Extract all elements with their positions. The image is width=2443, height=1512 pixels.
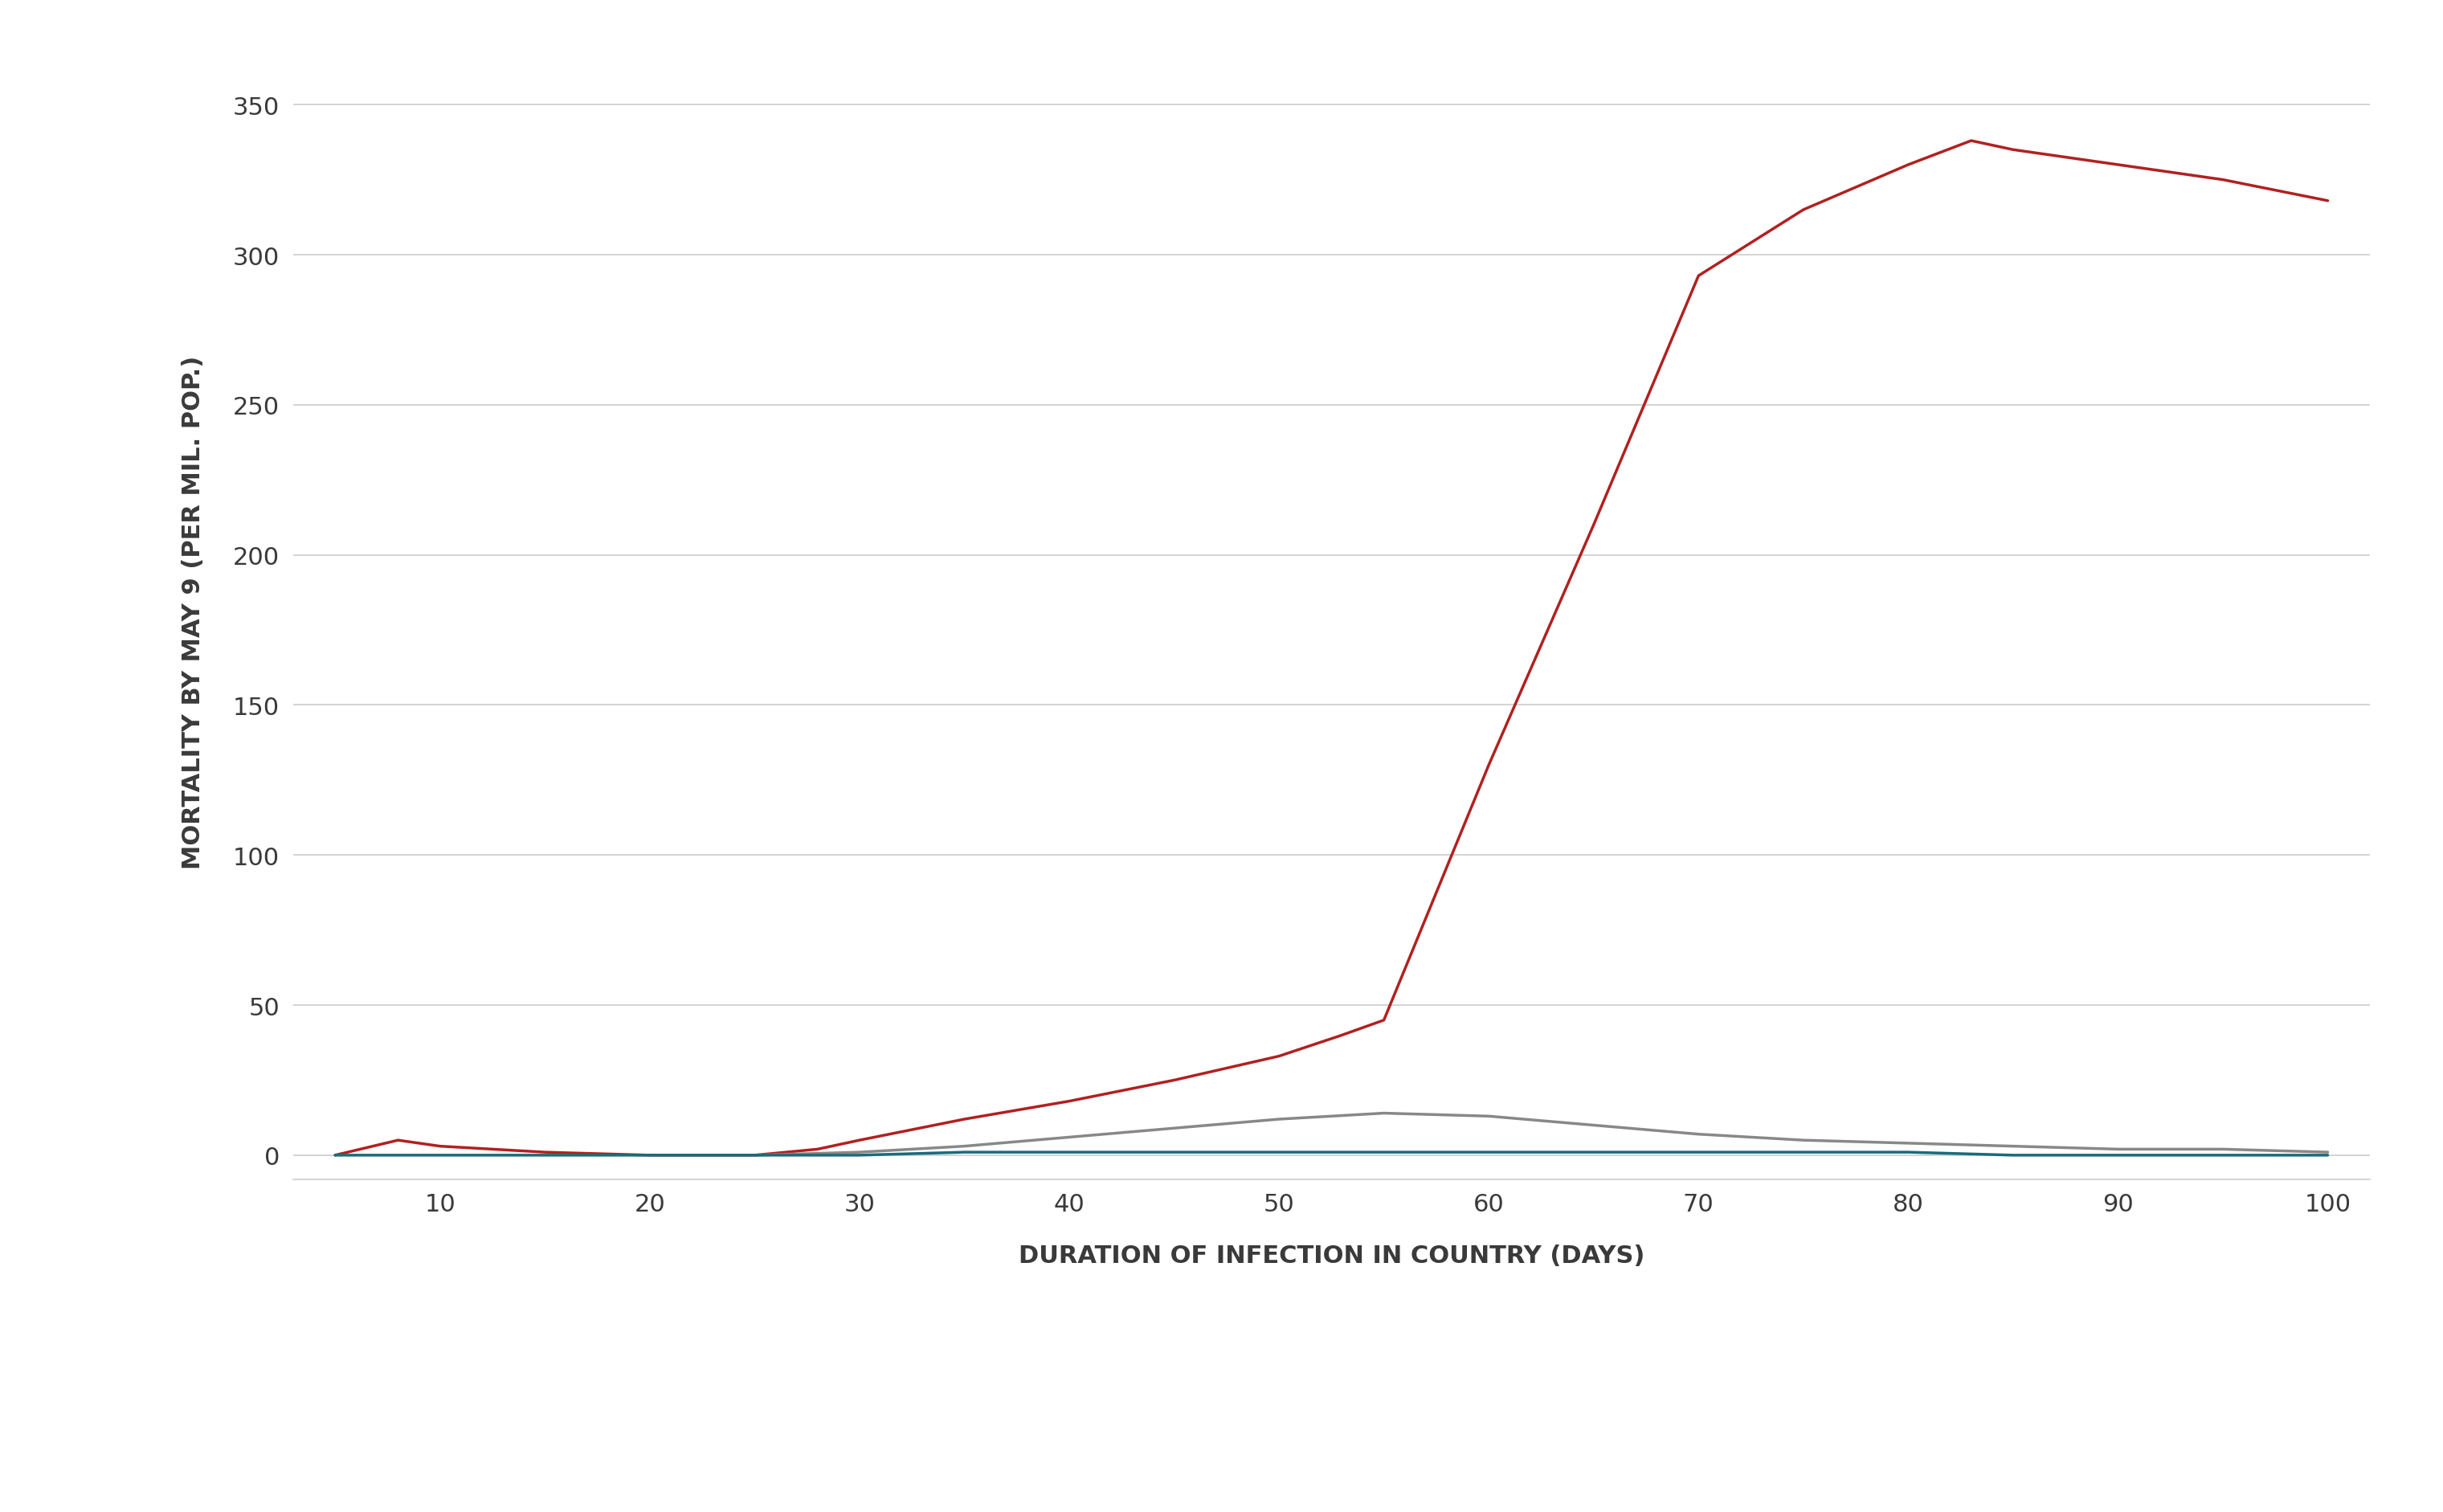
X-axis label: DURATION OF INFECTION IN COUNTRY (DAYS): DURATION OF INFECTION IN COUNTRY (DAYS) xyxy=(1019,1244,1644,1267)
Y-axis label: MORTALITY BY MAY 9 (PER MIL. POP.): MORTALITY BY MAY 9 (PER MIL. POP.) xyxy=(181,355,205,869)
